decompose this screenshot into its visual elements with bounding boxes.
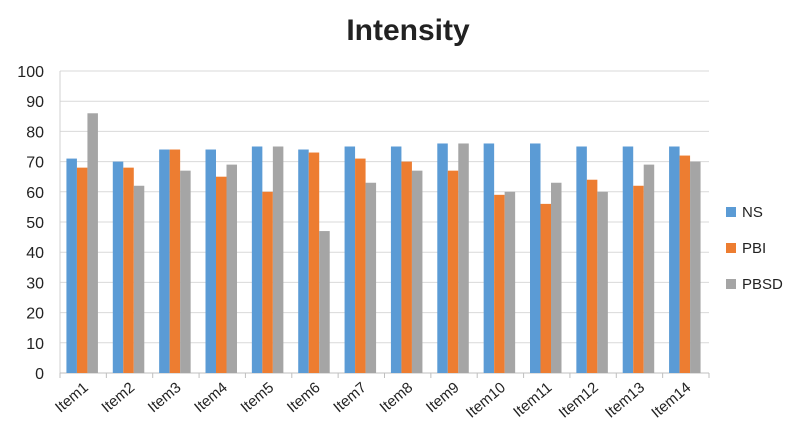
bar-pbi-item4	[216, 176, 227, 373]
x-tick-label: Item14	[648, 379, 694, 422]
bar-pbsd-item10	[504, 191, 516, 373]
bar-ns-item3	[159, 149, 170, 373]
bar-pbsd-item11	[551, 182, 562, 373]
x-tick-label: Item4	[191, 379, 231, 416]
bar-ns-item1	[66, 158, 77, 373]
bar-ns-item7	[344, 146, 356, 373]
y-tick-label: 10	[26, 336, 44, 353]
x-tick-label: Item13	[602, 379, 648, 422]
x-tick-label: Item2	[98, 379, 138, 416]
y-tick-label: 20	[26, 306, 44, 323]
x-tick-label: Item9	[423, 379, 463, 416]
bar-ns-item14	[669, 146, 680, 373]
bar-pbsd-item12	[597, 191, 608, 373]
gridlines	[60, 70, 709, 344]
y-tick-label: 90	[26, 94, 44, 111]
legend-swatch-pbi	[726, 243, 736, 253]
bar-ns-item5	[251, 146, 263, 373]
x-tick-label: Item1	[52, 379, 92, 416]
bar-pbsd-item5	[272, 146, 284, 373]
bar-pbi-item13	[633, 185, 644, 373]
legend-label-pbsd: PBSD	[742, 276, 783, 293]
y-tick-label: 80	[26, 124, 44, 141]
y-tick-label: 60	[26, 185, 44, 202]
axes	[59, 71, 710, 378]
x-tick-label: Item10	[463, 379, 509, 422]
y-tick-label: 40	[26, 245, 44, 262]
bar-pbi-item5	[262, 191, 273, 373]
bar-ns-item9	[437, 143, 448, 373]
bar-pbi-item2	[123, 167, 134, 373]
bar-ns-item8	[390, 146, 402, 373]
y-tick-label: 70	[26, 155, 44, 172]
bar-pbsd-item14	[690, 161, 701, 373]
legend-swatch-pbsd	[726, 279, 736, 289]
bar-pbi-item7	[355, 158, 366, 373]
x-tick-label: Item7	[330, 379, 370, 416]
bar-pbi-item1	[76, 167, 88, 373]
x-tick-label: Item6	[284, 379, 324, 416]
y-tick-label: 50	[26, 215, 44, 232]
legend-swatch-ns	[726, 207, 736, 217]
y-tick-label: 30	[26, 275, 44, 292]
bar-pbsd-item9	[458, 143, 469, 373]
bar-ns-item4	[205, 149, 216, 373]
bar-ns-item12	[576, 146, 587, 373]
chart-title: Intensity	[346, 14, 470, 47]
bar-pbsd-item6	[319, 231, 330, 373]
bars	[66, 113, 701, 373]
bar-ns-item10	[483, 143, 495, 373]
bar-pbsd-item2	[133, 185, 145, 373]
bar-pbi-item9	[447, 170, 459, 373]
bar-ns-item13	[622, 146, 634, 373]
y-tick-label: 0	[35, 366, 44, 383]
y-tick-label: 100	[17, 64, 44, 81]
x-tick-label: Item12	[556, 379, 602, 422]
legend: NS PBI PBSD	[726, 204, 783, 293]
bar-pbi-item12	[586, 179, 598, 373]
bar-pbsd-item7	[365, 182, 377, 373]
x-tick-label: Item3	[145, 379, 185, 416]
bar-pbi-item6	[308, 152, 320, 373]
bar-pbi-item8	[401, 161, 412, 373]
legend-label-pbi: PBI	[742, 240, 766, 257]
x-tick-label: Item8	[377, 379, 417, 416]
legend-label-ns: NS	[742, 204, 763, 221]
bar-pbsd-item3	[180, 170, 191, 373]
bar-ns-item6	[298, 149, 309, 373]
bar-pbi-item3	[169, 149, 181, 373]
bar-pbi-item14	[679, 155, 691, 373]
bar-pbsd-item13	[643, 164, 655, 373]
bar-ns-item2	[112, 161, 124, 373]
bar-pbi-item11	[540, 203, 551, 373]
bar-pbsd-item4	[226, 164, 237, 373]
bar-ns-item11	[530, 143, 541, 373]
x-tick-label: Item11	[510, 379, 555, 421]
bar-pbsd-item8	[411, 170, 423, 373]
bar-pbsd-item1	[87, 113, 98, 373]
x-tick-label: Item5	[238, 379, 278, 416]
bar-pbi-item10	[494, 194, 505, 373]
